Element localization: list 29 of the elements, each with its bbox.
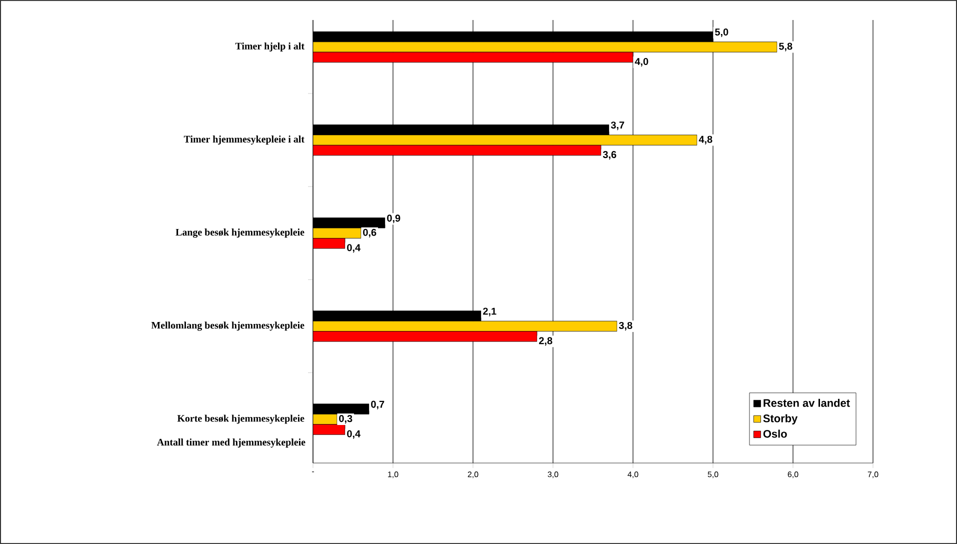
data-label: 4,0 — [634, 58, 648, 66]
data-label: 0,3 — [339, 415, 352, 424]
data-label: 5,8 — [779, 42, 792, 52]
data-label: 3,8 — [618, 322, 632, 330]
data-label: 2,8 — [539, 337, 552, 346]
data-label: 0,9 — [387, 214, 400, 224]
y-tick-label: Korte besøk hjemmesykepleie — [177, 414, 304, 424]
data-label: 3,6 — [602, 151, 616, 160]
legend-label: Resten av landet — [764, 398, 850, 407]
data-label: 0,4 — [347, 244, 360, 253]
legend-label: Storby — [763, 414, 798, 424]
y-tick-label: Timer hjemmesykepleie i alt — [184, 136, 304, 145]
data-label: 0,6 — [363, 228, 376, 238]
data-label: 4,8 — [698, 136, 712, 144]
bar — [313, 52, 634, 63]
data-label: 0,4 — [347, 430, 360, 439]
y-tick-label: Timer hjelp i alt — [235, 42, 304, 52]
y-tick-label: Mellomlang besøk hjemmesykepleie — [151, 322, 304, 331]
data-label: 3,7 — [610, 122, 624, 130]
data-label: 0,7 — [371, 400, 384, 410]
bar — [313, 424, 346, 435]
bar — [313, 144, 602, 156]
data-label: 2,1 — [483, 308, 496, 316]
bar — [313, 238, 346, 249]
y-tick-label: Lange besøk hjemmesykepleie — [176, 228, 304, 238]
legend-label: Oslo — [763, 430, 787, 438]
bar — [313, 331, 538, 342]
data-label: 5,0 — [715, 28, 728, 38]
y-axis-title: Antall timer med hjemmesykepleie — [157, 438, 306, 448]
